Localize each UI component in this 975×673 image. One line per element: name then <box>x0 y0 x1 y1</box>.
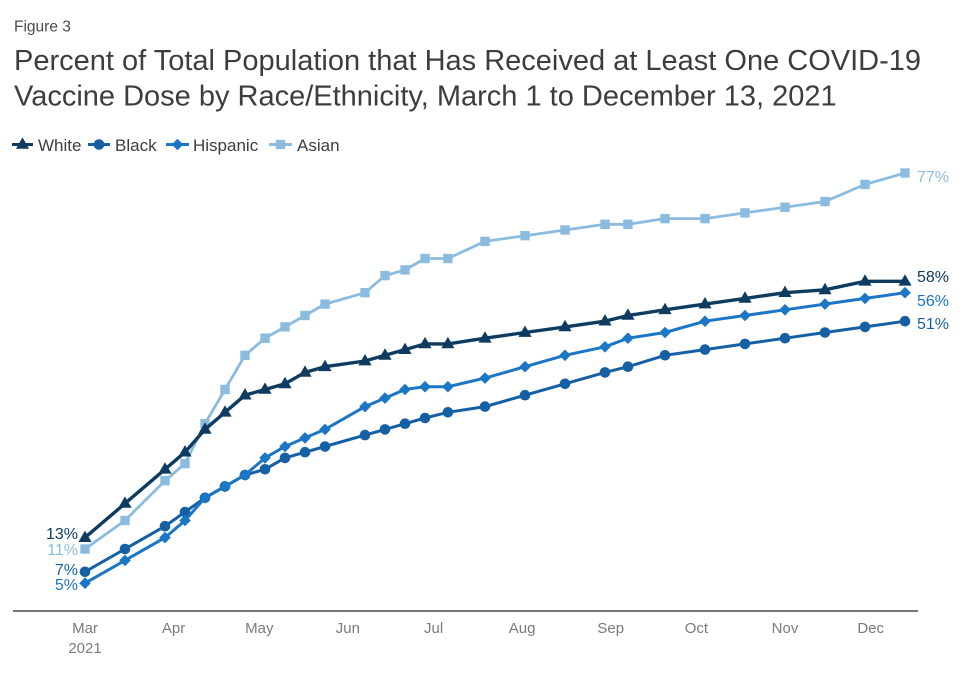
svg-text:11%: 11% <box>47 542 78 559</box>
svg-text:56%: 56% <box>917 293 949 310</box>
svg-text:Figure 3: Figure 3 <box>14 19 71 36</box>
svg-text:77%: 77% <box>917 169 949 186</box>
svg-text:Oct: Oct <box>685 620 709 637</box>
svg-text:13%: 13% <box>46 526 78 543</box>
svg-text:Jul: Jul <box>424 620 443 637</box>
svg-text:Aug: Aug <box>509 620 536 637</box>
svg-text:58%: 58% <box>917 269 949 286</box>
svg-text:Hispanic: Hispanic <box>193 136 259 155</box>
svg-text:White: White <box>38 136 81 155</box>
svg-text:51%: 51% <box>917 316 949 333</box>
svg-text:Mar: Mar <box>72 620 98 637</box>
svg-text:7%: 7% <box>55 562 78 579</box>
svg-text:Black: Black <box>115 136 157 155</box>
svg-text:Sep: Sep <box>597 620 624 637</box>
svg-text:Apr: Apr <box>162 620 185 637</box>
svg-text:Jun: Jun <box>336 620 360 637</box>
svg-text:Asian: Asian <box>297 136 340 155</box>
svg-text:Percent of Total Population th: Percent of Total Population that Has Rec… <box>14 45 921 77</box>
svg-text:Dec: Dec <box>857 620 884 637</box>
svg-text:May: May <box>245 620 274 637</box>
svg-text:5%: 5% <box>55 577 78 594</box>
svg-text:Vaccine Dose by Race/Ethnicity: Vaccine Dose by Race/Ethnicity, March 1 … <box>14 81 837 113</box>
svg-text:Nov: Nov <box>772 620 799 637</box>
svg-text:2021: 2021 <box>68 640 101 657</box>
